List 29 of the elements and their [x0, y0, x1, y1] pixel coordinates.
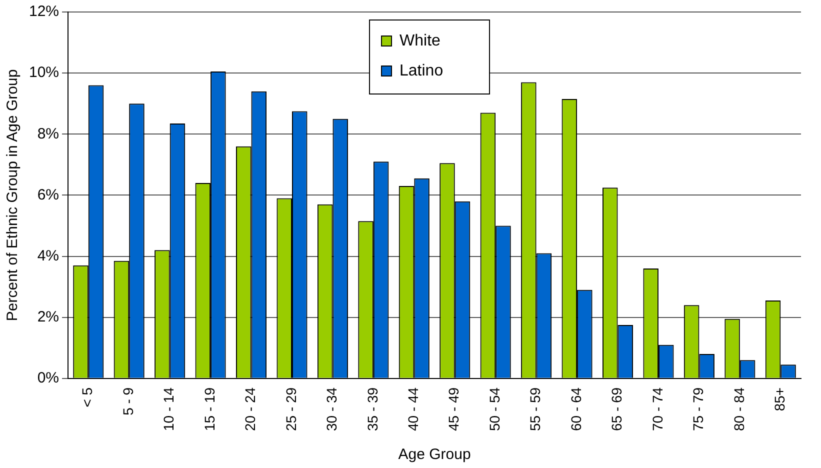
y-tick-label: 4% [37, 247, 60, 264]
x-tick-label: 75 - 79 [690, 387, 706, 432]
x-tick-label: 35 - 39 [364, 387, 380, 432]
y-tick-label: 6% [37, 186, 60, 204]
x-axis-title: Age Group [398, 446, 471, 464]
x-tick-label: 40 - 44 [405, 387, 422, 432]
legend-label: White [400, 32, 441, 50]
y-tick-label: 0% [37, 370, 60, 387]
x-tick-label: < 5 [79, 387, 96, 408]
x-tick-label: 80 - 84 [730, 387, 747, 432]
x-tick-label: 5 - 9 [120, 387, 136, 416]
x-tick-label: 50 - 54 [486, 387, 502, 432]
x-tick-label: 55 - 59 [527, 387, 544, 432]
x-tick-label: 65 - 69 [608, 387, 625, 432]
x-tick-label: 20 - 24 [242, 387, 258, 432]
y-axis-title: Percent of Ethnic Group in Age Group [4, 69, 22, 322]
legend-label: Latino [400, 62, 444, 80]
x-tick-label: 25 - 29 [282, 387, 299, 432]
x-tick-label: 15 - 19 [201, 387, 218, 432]
y-tick-label: 8% [37, 125, 60, 142]
x-tick-label: 60 - 64 [568, 387, 584, 432]
y-tick-label: 12% [28, 3, 60, 20]
y-tick-label: 10% [28, 64, 60, 82]
x-tick-label: 10 - 14 [160, 387, 177, 432]
x-tick-label: 70 - 74 [649, 387, 666, 432]
x-tick-label: 85+ [772, 387, 788, 412]
y-tick-label: 2% [37, 308, 60, 326]
x-tick-label: 30 - 34 [324, 387, 340, 432]
x-tick-label: 45 - 49 [446, 387, 462, 432]
